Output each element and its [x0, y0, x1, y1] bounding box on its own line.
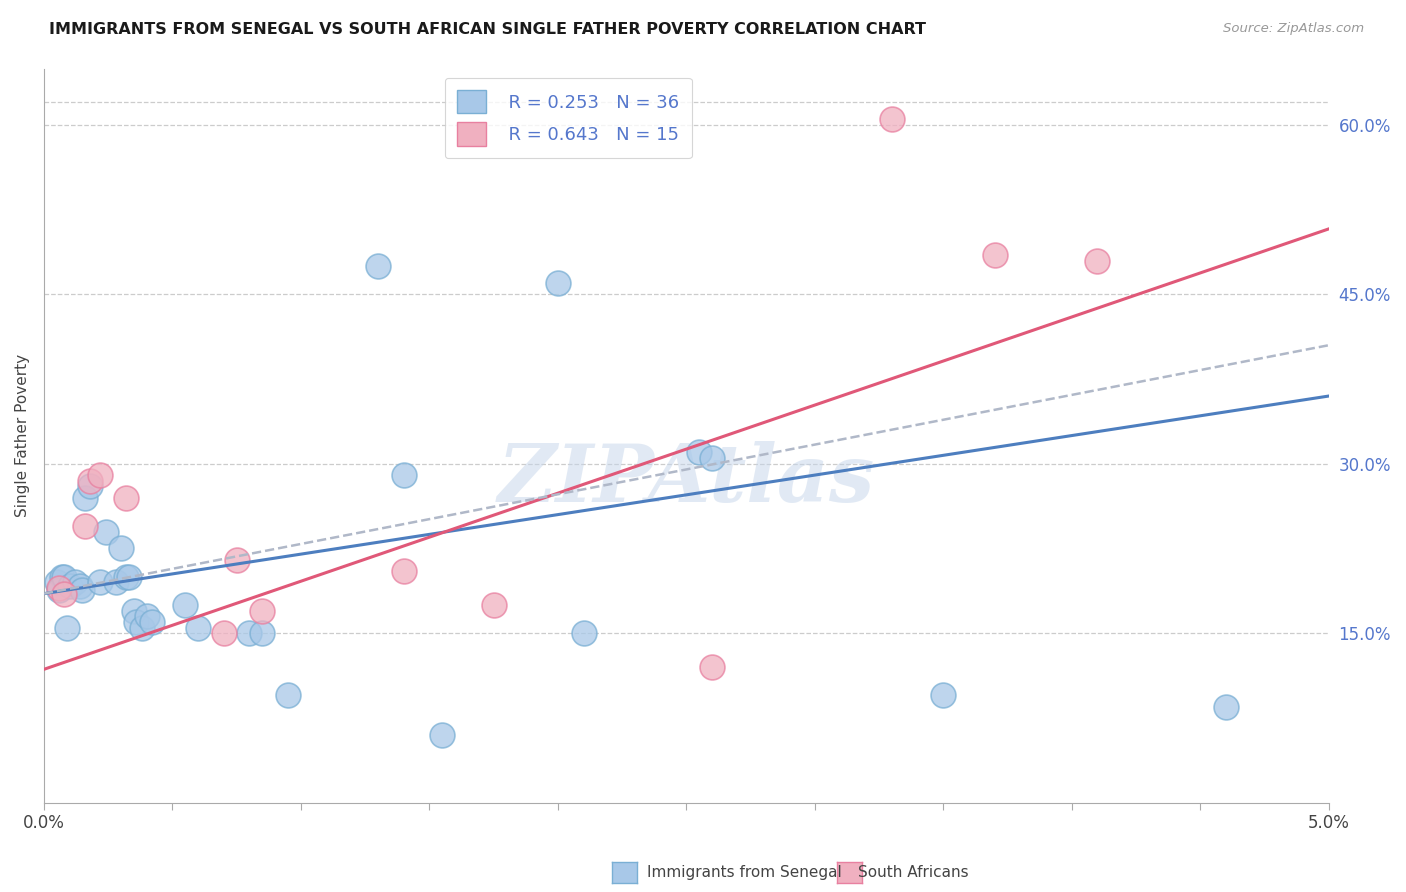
Point: [115, 570, 138, 584]
Point: [79, 479, 101, 493]
Point: [94, 524, 117, 539]
Point: [53, 570, 76, 584]
Point: [58, 579, 80, 593]
Point: [115, 491, 138, 505]
Point: [48, 583, 70, 598]
Point: [392, 468, 415, 483]
Point: [125, 615, 148, 629]
Point: [277, 688, 299, 702]
Point: [547, 276, 569, 290]
Point: [367, 259, 389, 273]
Point: [53, 587, 76, 601]
Point: [89, 468, 111, 483]
Point: [482, 598, 505, 612]
Point: [880, 112, 903, 127]
Text: IMMIGRANTS FROM SENEGAL VS SOUTH AFRICAN SINGLE FATHER POVERTY CORRELATION CHART: IMMIGRANTS FROM SENEGAL VS SOUTH AFRICAN…: [49, 22, 927, 37]
Point: [1087, 253, 1109, 268]
Point: [225, 553, 247, 567]
Point: [63, 575, 86, 590]
Point: [51, 570, 73, 584]
Point: [932, 688, 955, 702]
Point: [122, 604, 145, 618]
Point: [187, 621, 209, 635]
Point: [238, 626, 260, 640]
Point: [104, 575, 127, 590]
Point: [89, 575, 111, 590]
Point: [131, 621, 153, 635]
Point: [56, 621, 79, 635]
Y-axis label: Single Father Poverty: Single Father Poverty: [15, 354, 30, 517]
Legend:   R = 0.253   N = 36,   R = 0.643   N = 15: R = 0.253 N = 36, R = 0.643 N = 15: [444, 78, 692, 158]
Point: [392, 564, 415, 578]
Point: [141, 615, 163, 629]
Point: [135, 609, 157, 624]
Point: [983, 248, 1005, 262]
Point: [572, 626, 595, 640]
Text: Source: ZipAtlas.com: Source: ZipAtlas.com: [1223, 22, 1364, 36]
Point: [174, 598, 197, 612]
Point: [432, 728, 454, 742]
Point: [79, 474, 101, 488]
Point: [1215, 699, 1237, 714]
Point: [48, 581, 70, 595]
Point: [700, 660, 723, 674]
Text: South Africans: South Africans: [858, 865, 969, 880]
Point: [72, 583, 94, 598]
Point: [73, 519, 96, 533]
Point: [212, 626, 235, 640]
Point: [252, 604, 274, 618]
Point: [252, 626, 274, 640]
Point: [45, 575, 67, 590]
Point: [700, 451, 723, 466]
Text: ZIPAtlas: ZIPAtlas: [498, 441, 875, 518]
Point: [118, 570, 141, 584]
Point: [110, 541, 132, 556]
Text: Immigrants from Senegal: Immigrants from Senegal: [647, 865, 842, 880]
Point: [688, 445, 710, 459]
Point: [69, 579, 91, 593]
Point: [73, 491, 96, 505]
